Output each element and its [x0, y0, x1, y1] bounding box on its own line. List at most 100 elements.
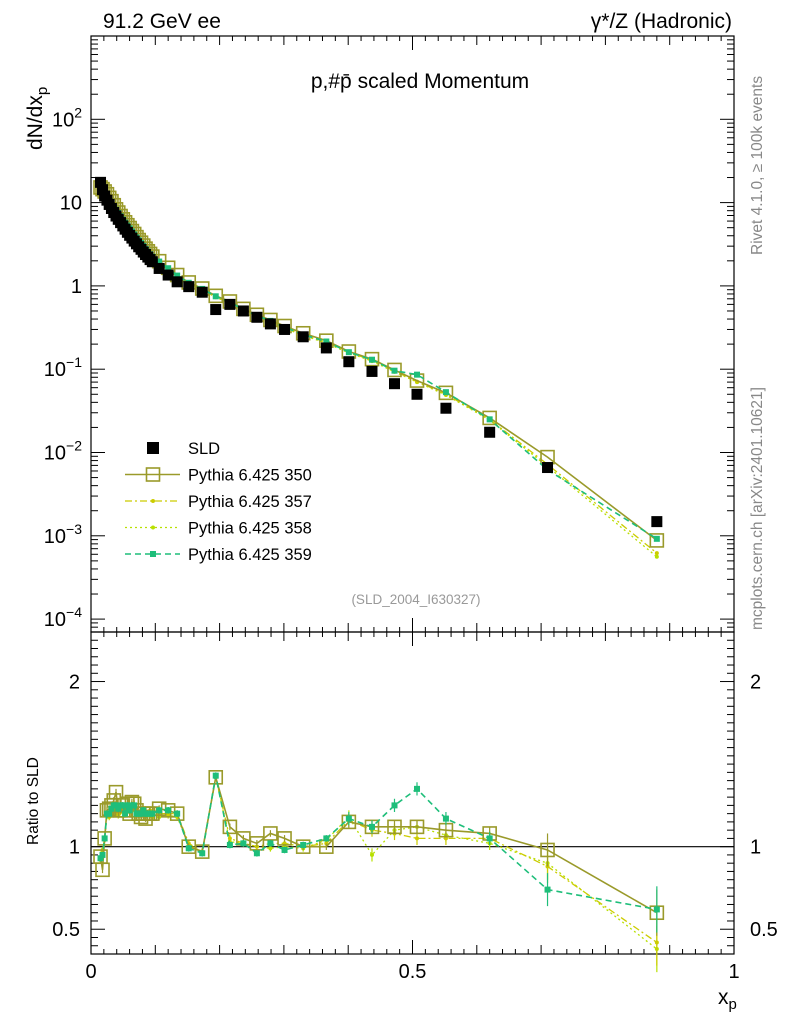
- ratio-point: [108, 805, 115, 812]
- y-tick-label: 10−4: [44, 604, 82, 631]
- data-point: [651, 516, 663, 528]
- data-point: [183, 281, 195, 293]
- data-point: [171, 276, 183, 288]
- data-point: [442, 389, 449, 396]
- data-point: [196, 286, 208, 298]
- ratio-series-layer: [93, 770, 665, 973]
- data-point: [264, 318, 276, 330]
- series-line: [100, 188, 658, 554]
- ratio-point: [486, 835, 493, 842]
- ratio-point: [97, 831, 112, 846]
- data-point: [343, 356, 355, 368]
- ratio-line: [99, 777, 658, 943]
- ratio-point: [122, 810, 129, 817]
- ratio-point: [95, 862, 110, 878]
- legend-entry: Pythia 6.425 350: [125, 467, 312, 485]
- data-point: [174, 272, 181, 279]
- ratio-point: [442, 815, 449, 822]
- ratio-y-tick-label-left: 1: [69, 837, 80, 859]
- y-tick-label: 10−1: [44, 354, 82, 381]
- data-point: [649, 533, 665, 548]
- data-point: [364, 351, 380, 367]
- ratio-point: [131, 802, 138, 809]
- data-point: [654, 551, 659, 556]
- ratio-point: [124, 802, 131, 809]
- ratio-point: [368, 823, 375, 830]
- ratio-point: [165, 807, 172, 814]
- ratio-point: [227, 836, 232, 841]
- series-pythia-6-425-357: [98, 186, 659, 556]
- x-tick-label: 1: [728, 961, 739, 983]
- ratio-series-pythia-6-425-350: [93, 770, 665, 936]
- ratio-point: [323, 835, 330, 842]
- legend-marker: [145, 467, 161, 482]
- legend-entry: Pythia 6.425 357: [125, 493, 312, 511]
- data-point: [279, 323, 291, 335]
- data-point: [212, 293, 219, 300]
- data-point: [411, 388, 423, 400]
- ratio-point: [140, 807, 147, 814]
- header-right: γ*/Z (Hadronic): [591, 10, 732, 33]
- legend-entry: Pythia 6.425 359: [125, 546, 312, 564]
- ratio-series-pythia-6-425-357: [98, 774, 659, 966]
- ratio-x-tick-labels: 0 0.5 1: [85, 961, 739, 983]
- data-point: [366, 365, 378, 377]
- ratio-point: [156, 807, 163, 814]
- legend-label: Pythia 6.425 358: [188, 520, 312, 538]
- legend-entry: SLD: [147, 440, 220, 458]
- ratio-y-tick-label-right: 2: [750, 672, 761, 694]
- ratio-point: [208, 770, 224, 785]
- data-point: [542, 462, 554, 474]
- data-point: [97, 184, 109, 196]
- ratio-point: [106, 810, 113, 817]
- data-point: [146, 256, 158, 268]
- ratio-point: [113, 802, 120, 809]
- ratio-point: [409, 819, 425, 835]
- legend-marker: [150, 551, 156, 557]
- data-point: [440, 402, 452, 414]
- ratio-point: [653, 906, 660, 913]
- ratio-point: [345, 815, 352, 822]
- ratio-point: [295, 839, 311, 854]
- legend-marker: [151, 499, 155, 503]
- x-tick-label: 0.5: [399, 961, 427, 983]
- data-point: [391, 367, 398, 374]
- ratio-point: [240, 840, 247, 847]
- data-point: [210, 304, 222, 316]
- ratio-point: [169, 806, 185, 821]
- ratio-y-tick-labels: 0.5 0.5 1 1 2 2: [52, 672, 778, 942]
- ratio-point: [149, 810, 156, 817]
- ratio-point: [99, 851, 106, 858]
- data-point: [653, 535, 660, 542]
- data-point: [484, 426, 496, 438]
- series-pythia-6-425-358: [98, 187, 659, 559]
- mcplots-label: mcplots.cern.ch [arXiv:2401.10621]: [749, 387, 766, 630]
- ratio-point: [199, 850, 206, 857]
- data-point: [368, 356, 375, 363]
- plot-title: p,#p̄ scaled Momentum: [311, 70, 529, 93]
- data-point: [486, 416, 493, 423]
- ratio-y-tick-label-right: 1: [750, 837, 761, 859]
- data-point: [388, 378, 400, 390]
- main-y-axis-label: dN/dxp: [24, 87, 51, 150]
- ratio-point: [540, 842, 555, 858]
- ratio-point: [97, 855, 104, 862]
- main-series-layer: [93, 176, 665, 559]
- ratio-point: [277, 831, 292, 846]
- data-point: [482, 410, 497, 426]
- data-point: [208, 288, 224, 304]
- data-point: [251, 311, 263, 323]
- x-tick-label: 0: [85, 961, 96, 983]
- main-plot-frame: [90, 35, 735, 633]
- y-tick-label: 1: [71, 276, 82, 298]
- ratio-line: [99, 777, 658, 914]
- ratio-point: [138, 810, 145, 817]
- x-axis-label: xp: [718, 986, 737, 1013]
- y-tick-label: 10−3: [44, 521, 82, 548]
- y-tick-label: 10−2: [44, 437, 82, 464]
- ratio-series-pythia-6-425-358: [98, 774, 659, 973]
- data-point: [414, 371, 421, 378]
- ratio-point: [222, 819, 238, 835]
- series-line: [100, 188, 658, 558]
- ratio-point: [281, 846, 288, 853]
